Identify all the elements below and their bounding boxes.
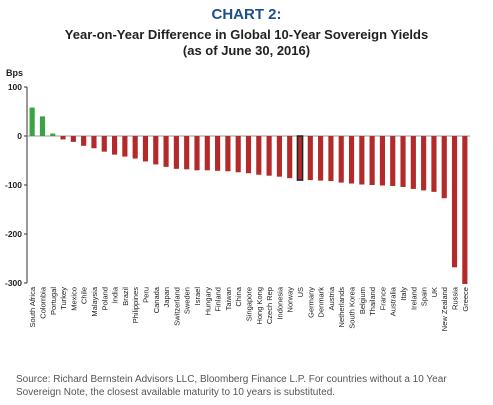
category-label: Finland (214, 287, 223, 312)
category-label: Hong Kong (255, 287, 264, 325)
category-label: Malaysia (90, 286, 99, 316)
category-label: Singapore (245, 287, 254, 321)
y-tick-label: -300 (5, 278, 22, 288)
bar-hong-kong (256, 136, 262, 175)
bar-poland (101, 136, 107, 152)
bar-spain (421, 136, 427, 191)
bar-russia (451, 136, 458, 268)
bar-czech-rep (266, 136, 272, 176)
category-label: Indonesia (275, 286, 284, 319)
category-label: Hungary (203, 287, 212, 316)
y-tick-label: -200 (5, 229, 22, 239)
category-label: Switzerland (172, 287, 181, 326)
bar-singapore (245, 136, 252, 174)
category-label: India (111, 286, 120, 303)
category-label: Brazil (121, 287, 130, 306)
category-label: Chile (80, 287, 89, 304)
bar-indonesia (276, 136, 282, 177)
bar-belgium (359, 136, 365, 185)
category-label: Australia (389, 286, 398, 316)
bar-switzerland (173, 136, 179, 169)
bar-finland (215, 136, 221, 171)
bar-malaysia (91, 136, 97, 149)
bar-uk (431, 136, 437, 192)
chart-number: CHART 2: (211, 6, 282, 23)
chart-title: Year-on-Year Difference in Global 10-Yea… (0, 27, 493, 59)
category-label: Turkey (59, 287, 68, 310)
category-label: Israel (193, 287, 202, 306)
category-label: Greece (461, 287, 470, 312)
bar-france (379, 136, 386, 186)
category-label: Denmark (317, 287, 326, 318)
category-label: New Zealand (440, 287, 449, 331)
bar-japan (163, 136, 169, 167)
bar-turkey (60, 136, 66, 140)
bar-taiwan (225, 136, 231, 172)
category-label: France (378, 287, 387, 310)
category-label: Sweden (183, 287, 192, 314)
bar-china (235, 136, 241, 173)
bar-mexico (70, 136, 76, 142)
chart-title-line2: (as of June 30, 2016) (182, 43, 311, 58)
source-note: Source: Richard Bernstein Advisors LLC, … (16, 374, 447, 398)
category-label: Netherlands (337, 287, 346, 328)
category-label: US (296, 287, 305, 297)
bar-austria (328, 136, 334, 182)
category-label: Philippines (131, 287, 140, 324)
bar-chile (81, 136, 87, 146)
category-label: Spain (420, 287, 429, 306)
y-tick-label: 100 (8, 82, 22, 92)
bar-australia (390, 136, 396, 186)
category-label: Colombia (38, 286, 47, 319)
bar-sweden (184, 136, 190, 170)
category-label: Taiwan (224, 287, 233, 310)
category-label: South Africa (28, 286, 37, 327)
category-label: UK (430, 287, 439, 297)
bar-peru (142, 136, 149, 162)
category-label: Poland (100, 287, 109, 310)
category-label: Austria (327, 286, 336, 310)
bar-greece (462, 136, 468, 284)
bar-norway (287, 136, 293, 179)
category-label: Italy (399, 287, 408, 301)
category-label: Peru (141, 287, 150, 303)
category-label: Ireland (409, 287, 418, 310)
category-label: Thailand (368, 287, 377, 316)
category-label: Japan (162, 287, 171, 307)
bar-south-korea (348, 136, 355, 184)
bar-portugal (50, 133, 56, 136)
category-label: Canada (152, 286, 161, 313)
bar-us (296, 135, 304, 181)
y-tick-label: -100 (5, 180, 22, 190)
chart-title-line1: Year-on-Year Difference in Global 10-Yea… (64, 27, 429, 42)
bar-hungary (204, 136, 210, 171)
bar-italy (400, 136, 406, 187)
category-label: China (234, 286, 243, 306)
category-label: Mexico (69, 287, 78, 311)
bar-india (111, 136, 118, 155)
bar-ireland (410, 136, 416, 189)
bar-thailand (369, 136, 375, 185)
category-label: Norway (286, 287, 295, 313)
y-unit-label: Bps (6, 68, 23, 78)
bar-israel (194, 136, 200, 171)
bar-colombia (39, 116, 46, 136)
bar-south-africa (29, 107, 35, 136)
bar-denmark (318, 136, 324, 181)
category-label: South Korea (348, 286, 357, 329)
bar-germany (307, 136, 313, 181)
category-label: Portugal (49, 287, 58, 315)
category-label: Russia (451, 286, 460, 310)
category-label: Czech Rep (265, 287, 274, 324)
category-label: Belgium (358, 287, 367, 314)
bar-netherlands (338, 136, 344, 183)
bar-new-zealand (441, 136, 447, 199)
y-tick-label: 0 (17, 131, 22, 141)
bar-canada (153, 136, 159, 165)
category-label: Germany (306, 287, 315, 318)
bar-brazil (122, 136, 128, 157)
bar-philippines (132, 136, 138, 159)
